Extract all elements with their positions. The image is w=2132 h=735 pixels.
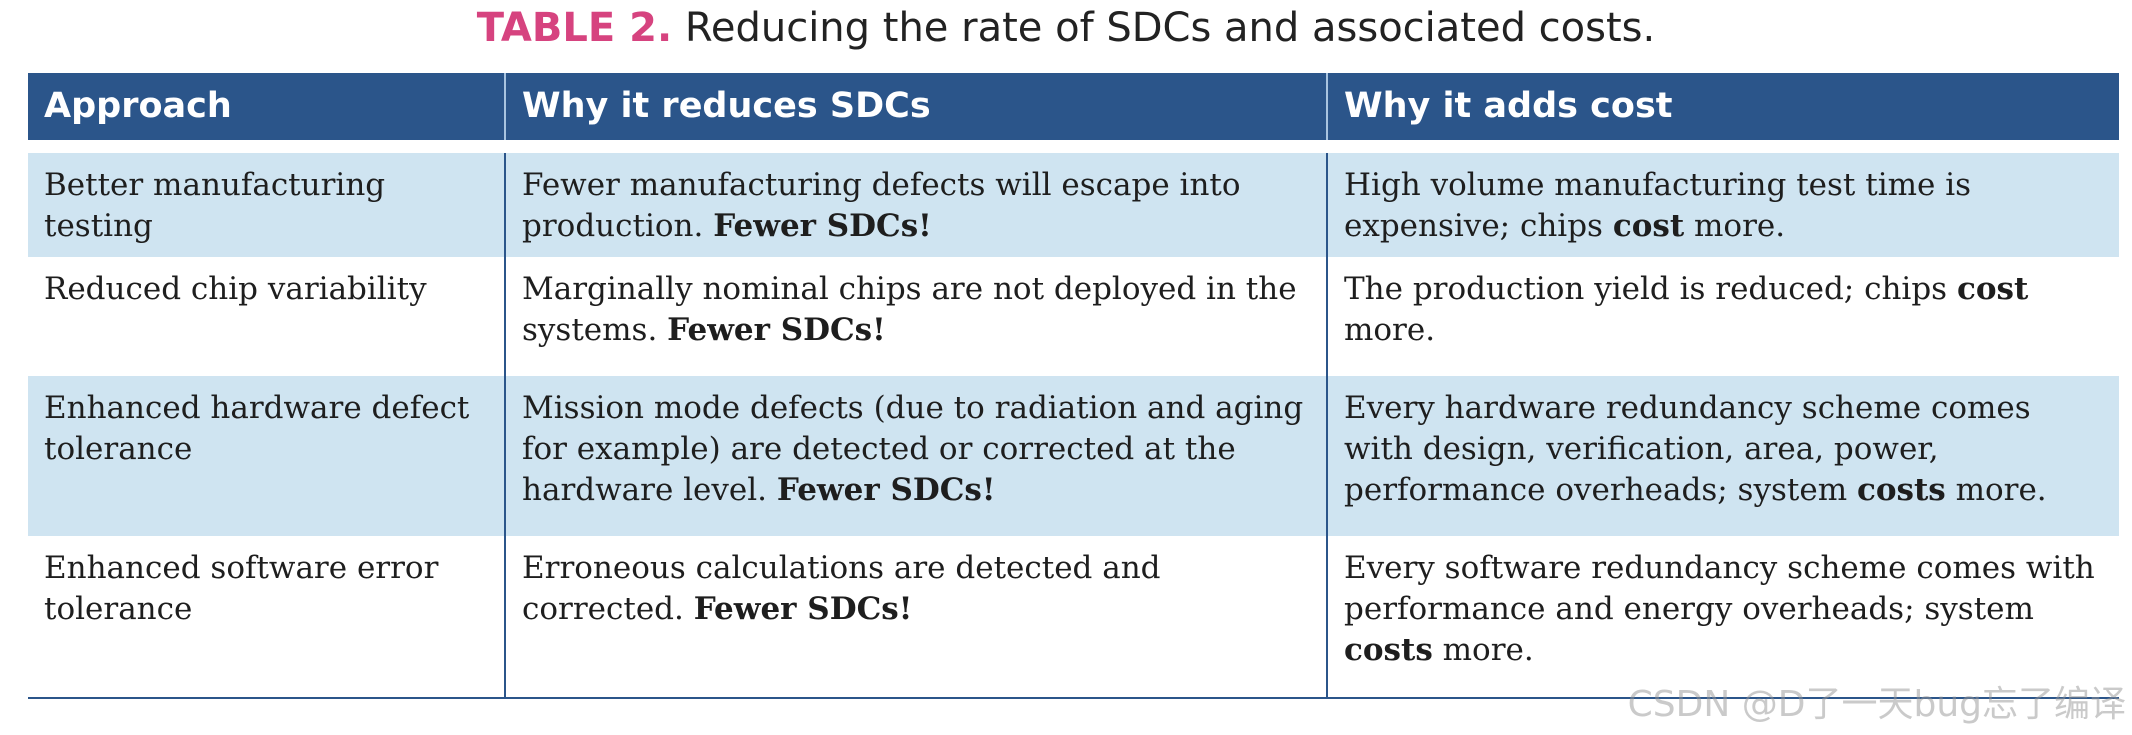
table-row: Enhanced hardware defect tolerance Missi… — [28, 376, 2119, 536]
reduces-cell: Mission mode defects (due to radiation a… — [504, 376, 1327, 536]
watermark: CSDN @D了一天bug忘了编译 — [1627, 684, 2126, 725]
cost-text: Every hardware redundancy scheme comes w… — [1344, 390, 2031, 508]
cost-cell: Every software redundancy scheme comes w… — [1326, 536, 2119, 698]
cost-text-end: more. — [1684, 207, 1786, 244]
approach-cell: Enhanced software error tolerance — [44, 550, 439, 627]
reduces-cell: Fewer manufacturing defects will escape … — [504, 146, 1327, 257]
cost-text: The production yield is reduced; chips — [1344, 271, 1957, 307]
reduces-cell: Erroneous calculations are detected and … — [504, 536, 1327, 698]
cost-emphasis: cost — [1612, 207, 1685, 244]
approach-cell: Reduced chip variability — [44, 271, 427, 307]
approach-cell: Enhanced hardware defect tolerance — [28, 376, 505, 536]
cost-emphasis: cost — [1956, 271, 2029, 307]
reduces-emphasis: Fewer SDCs! — [776, 472, 996, 508]
approach-cell: Better manufacturing testing — [28, 146, 505, 257]
table-row: Reduced chip variability Marginally nomi… — [28, 257, 2119, 376]
reduces-emphasis: Fewer SDCs! — [693, 591, 913, 627]
cost-emphasis: costs — [1344, 632, 1433, 668]
reduces-text: Marginally nominal chips are not deploye… — [522, 271, 1297, 348]
reduces-emphasis: Fewer SDCs! — [713, 207, 932, 244]
cost-text: High volume manufacturing test time is e… — [1344, 166, 1972, 244]
cost-text: Every software redundancy scheme comes w… — [1344, 550, 2095, 627]
cost-cell: Every hardware redundancy scheme comes w… — [1326, 376, 2119, 536]
reduces-text: Mission mode defects (due to radiation a… — [522, 390, 1304, 508]
header-why-adds-cost: Why it adds cost — [1326, 73, 2119, 146]
reduces-cell: Marginally nominal chips are not deploye… — [504, 257, 1327, 376]
reduces-emphasis: Fewer SDCs! — [667, 312, 886, 348]
reduces-text: Fewer manufacturing defects will escape … — [522, 166, 1241, 244]
cost-cell: High volume manufacturing test time is e… — [1326, 146, 2119, 257]
table-caption-label: TABLE 2. — [476, 5, 673, 51]
reduces-text: Erroneous calculations are detected and … — [522, 550, 1161, 627]
cost-text-end: more. — [1945, 472, 2047, 508]
table-caption-text: Reducing the rate of SDCs and associated… — [672, 5, 1656, 51]
table-row: Enhanced software error tolerance Errone… — [28, 536, 2119, 698]
sdc-cost-table: Approach Why it reduces SDCs Why it adds… — [28, 73, 2119, 699]
cost-text-end: more. — [1432, 632, 1534, 668]
cost-text-end: more. — [1344, 312, 1436, 348]
table-row: Better manufacturing testing Fewer manuf… — [28, 146, 2119, 257]
header-approach: Approach — [28, 73, 505, 146]
cost-cell: The production yield is reduced; chips c… — [1326, 257, 2119, 376]
header-why-reduces: Why it reduces SDCs — [504, 73, 1327, 146]
table-caption: TABLE 2. Reducing the rate of SDCs and a… — [0, 4, 2132, 52]
table-header-row: Approach Why it reduces SDCs Why it adds… — [28, 73, 2119, 146]
cost-emphasis: costs — [1856, 472, 1946, 508]
